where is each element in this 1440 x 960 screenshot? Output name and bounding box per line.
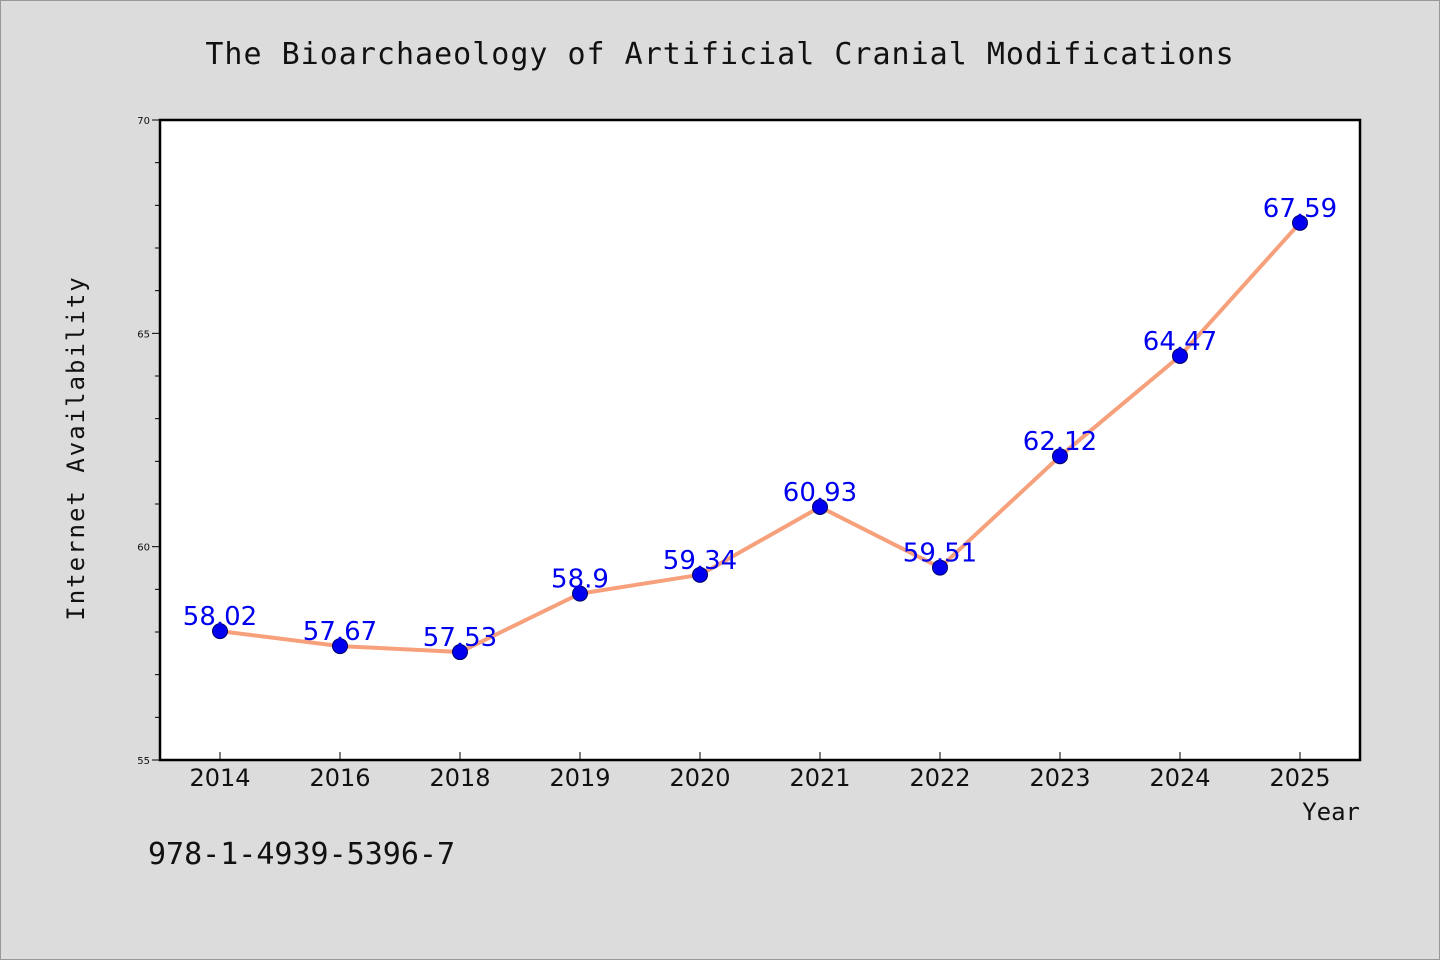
x-tick-label: 2020 (669, 764, 730, 792)
data-label: 57.53 (423, 623, 497, 653)
data-point (932, 559, 948, 576)
data-point (332, 638, 348, 655)
y-tick-label: 70 (137, 116, 150, 127)
x-tick-label: 2024 (1149, 764, 1210, 792)
x-tick-label: 2025 (1269, 764, 1330, 792)
data-labels: 58.02 57.67 57.53 58.9 59.34 60.93 59.51 62.12 6… (183, 194, 1337, 653)
plot-area (160, 120, 1360, 760)
plot-border (158, 118, 1362, 762)
data-label: 58.02 (183, 602, 257, 632)
y-tick-label: 65 (137, 329, 150, 340)
x-tick-label: 2014 (189, 764, 250, 792)
x-tick-label: 2023 (1029, 764, 1090, 792)
data-label: 59.34 (663, 546, 737, 576)
data-label: 60.93 (783, 478, 857, 508)
x-tick-label: 2016 (309, 764, 370, 792)
y-axis-label: Internet Availability (62, 275, 90, 620)
data-point (1292, 214, 1308, 231)
data-label: 67.59 (1263, 194, 1337, 224)
data-point (812, 498, 828, 515)
data-point (1172, 347, 1188, 364)
data-point (572, 585, 588, 602)
data-label: 64.47 (1143, 327, 1217, 357)
isbn-footnote: 978-1-4939-5396-7 (148, 837, 455, 872)
y-axis: 55 60 65 70 (137, 116, 160, 767)
x-tick-label: 2022 (909, 764, 970, 792)
x-tick-label: 2018 (429, 764, 490, 792)
x-axis-label: Year (1302, 798, 1360, 826)
x-tick-label: 2021 (789, 764, 850, 792)
data-label: 58.9 (551, 565, 609, 595)
data-label: 57.67 (303, 617, 377, 647)
data-point (452, 644, 468, 661)
data-label: 59.51 (903, 539, 977, 569)
x-tick-label: 2019 (549, 764, 610, 792)
data-point (692, 566, 708, 583)
data-points (212, 214, 1308, 661)
series-line (218, 220, 1302, 655)
data-point (1052, 448, 1068, 465)
data-point (212, 623, 228, 640)
y-tick-label: 55 (137, 756, 150, 767)
data-label: 62.12 (1023, 427, 1097, 457)
y-tick-label: 60 (137, 543, 150, 554)
x-axis: 2014 2016 2018 2019 2020 2021 2022 2023 2024 2025 (189, 752, 1331, 792)
chart-title: The Bioarchaeology of Artificial Cranial… (205, 37, 1234, 72)
